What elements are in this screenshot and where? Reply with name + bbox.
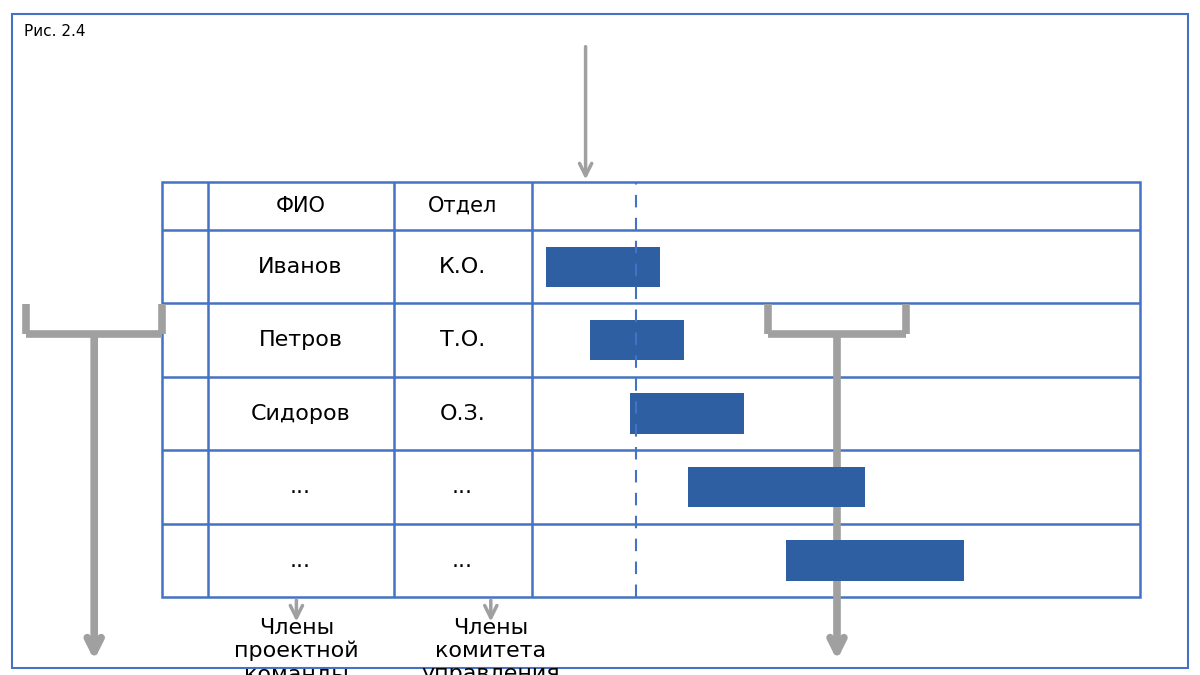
Bar [590, 320, 684, 360]
Text: ...: ... [452, 477, 473, 497]
Text: Члены
проектной
команды: Члены проектной команды [234, 618, 359, 675]
Text: Иванов: Иванов [258, 256, 343, 277]
Bar [162, 182, 1140, 597]
Text: Отдел: Отдел [428, 196, 497, 216]
Text: Члены
комитета
управления: Члены комитета управления [421, 618, 560, 675]
Text: Рис. 2.4: Рис. 2.4 [24, 24, 85, 38]
Bar [546, 246, 660, 287]
Text: К.О.: К.О. [439, 256, 486, 277]
Text: ...: ... [290, 477, 311, 497]
Bar [786, 541, 964, 581]
Text: Т.О.: Т.О. [440, 330, 485, 350]
Text: О.З.: О.З. [439, 404, 486, 424]
Text: Сидоров: Сидоров [251, 404, 350, 424]
Bar [630, 394, 744, 434]
Text: ...: ... [452, 551, 473, 570]
Bar [688, 467, 865, 508]
Text: Петров: Петров [259, 330, 343, 350]
Text: ...: ... [290, 551, 311, 570]
Text: ФИО: ФИО [276, 196, 325, 216]
